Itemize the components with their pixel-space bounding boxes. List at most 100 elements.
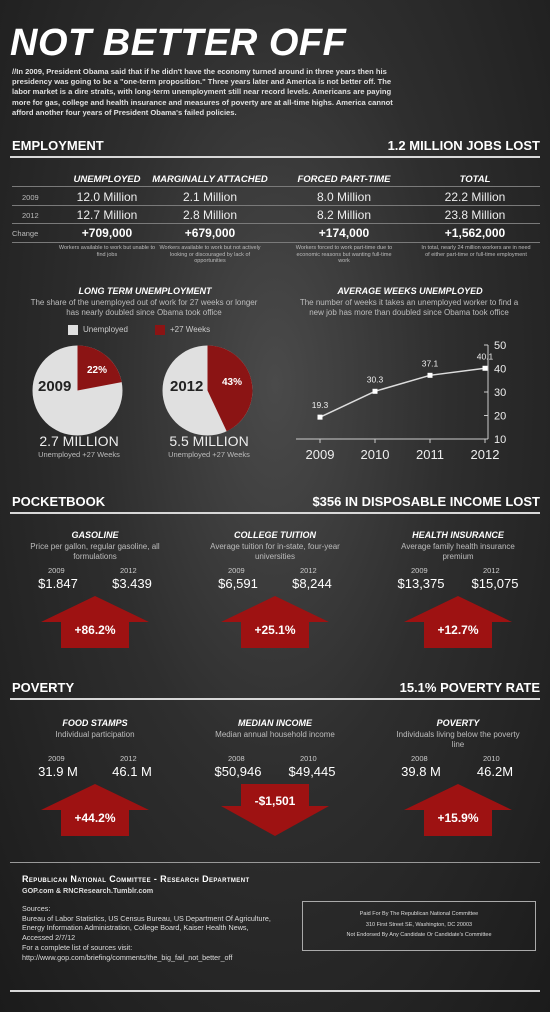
stat-desc: Average tuition for in-state, four-year … [210,542,340,561]
pocketbook-headline: $356 IN DISPOSABLE INCOME LOST [312,494,540,509]
divider [10,698,540,700]
stat-value-2: $3.439 [112,576,152,591]
employment-heading: EMPLOYMENT [12,138,104,153]
stat-year-2: 2010 [300,754,317,763]
col-header-total: TOTAL [459,174,491,185]
y-tick-label: 20 [494,411,506,423]
avg-weeks-line-chart: 10 20 30 40 50 2009 2010 2011 2012 19.3 30.3 37.1 40… [296,340,506,462]
note: Workers forced to work part-time due to … [295,245,393,265]
data-point [372,388,378,394]
legend-swatch-unemployed [68,325,78,335]
up-arrow-icon: +86.2% [41,596,149,648]
note: Workers available to work but not active… [159,245,261,265]
pie-2009-long-slice [77,345,122,391]
stat-title: POVERTY [436,718,480,728]
pie-2009-pct: 22% [87,365,108,376]
stat-year-2: 2012 [120,566,137,575]
stat-value-1: 39.8 M [401,764,441,779]
pie-2012 [162,345,253,436]
paid-for-text: Paid For By The Republican National Comm… [359,911,479,917]
table-cell: 8.2 Million [316,208,372,222]
footer-sources: Bureau of Labor Statistics, US Census Bu… [22,914,271,942]
stat-value-1: $6,591 [218,576,258,591]
intro-text: //In 2009, President Obama said that if … [12,67,393,117]
stat-value-1: $50,946 [214,764,262,779]
address-text: 310 First Street SE, Washington, DC 2000… [365,921,473,928]
stat-title: COLLEGE TUITION [234,530,316,540]
pie-2009 [32,345,123,436]
pie-2009-caption: Unemployed +27 Weeks [38,450,120,459]
col-header-part-time: FORCED PART-TIME [297,174,391,185]
table-rule [12,186,540,187]
long-term-desc: The share of the unemployed out of work … [30,298,258,317]
data-point [427,372,433,378]
pie-2009-year: 2009 [38,378,72,395]
stat-year-1: 2009 [48,754,65,763]
table-rule [12,205,540,206]
y-tick-label: 50 [494,340,506,352]
col-header-marginally: MARGINALLY ATTACHED [152,174,268,185]
stat-year-1: 2009 [228,566,245,575]
data-point [482,365,488,371]
legend-label-long: +27 Weeks [170,325,211,334]
data-point [317,414,323,420]
stat-year-1: 2009 [411,566,428,575]
footer-sites: GOP.com & RNCResearch.Tumblr.com [22,886,154,895]
stat-value-2: $49,445 [288,764,336,779]
stat-value-2: 46.1 M [112,764,152,779]
stat-change: +44.2% [74,811,116,825]
row-label: 2012 [22,211,39,220]
not-endorsed-text: Not Endorsed By Any Candidate Or Candida… [346,932,492,938]
table-cell: +174,000 [318,226,370,240]
table-rule [12,223,540,224]
stat-year-1: 2008 [228,754,245,763]
y-tick-label: 10 [494,434,506,446]
divider [10,512,540,514]
stat-desc: Median annual household income [215,730,335,739]
pocketbook-section-header: POCKETBOOK $356 IN DISPOSABLE INCOME LOS… [12,494,540,512]
table-cell: +1,562,000 [444,226,506,240]
footer-url[interactable]: http://www.gop.com/briefing/comments/the… [22,953,233,962]
stat-change: -$1,501 [254,794,296,808]
data-label: 37.1 [422,358,439,368]
table-cell: 23.8 Million [444,208,506,222]
up-arrow-icon: +44.2% [41,784,149,836]
pie-2012-pct: 43% [222,377,243,388]
avg-weeks-desc: The number of weeks it takes an unemploy… [299,298,519,317]
avg-weeks-title: AVERAGE WEEKS UNEMPLOYED [337,286,483,296]
long-term-title: LONG TERM UNEMPLOYMENT [78,286,212,296]
stat-year-1: 2009 [48,566,65,575]
row-label: Change [12,229,39,238]
x-tick-label: 2012 [471,447,500,462]
footer-org: Republican National Committee - Research… [22,874,250,884]
pie-2012-total: 5.5 MILLION [169,433,249,449]
table-cell: 2.1 Million [182,190,238,204]
divider [10,156,540,158]
stat-value-1: 31.9 M [38,764,78,779]
stat-desc: Price per gallon, regular gasoline, all … [30,542,160,561]
pie-2012-caption: Unemployed +27 Weeks [168,450,250,459]
table-cell: 8.0 Million [316,190,372,204]
stat-title: MEDIAN INCOME [238,718,312,728]
x-tick-label: 2010 [361,447,390,462]
stat-change: +15.9% [437,811,479,825]
col-header-unemployed: UNEMPLOYED [73,174,141,185]
poverty-section-header: POVERTY 15.1% POVERTY RATE [12,680,540,698]
stat-value-1: $1.847 [38,576,78,591]
pocketbook-heading: POCKETBOOK [12,494,106,509]
note: In total, nearly 24 million workers are … [421,245,531,258]
stat-title: GASOLINE [71,530,119,540]
legend-label-unemployed: Unemployed [83,325,128,334]
row-label: 2009 [22,193,39,202]
employment-section-header: EMPLOYMENT 1.2 MILLION JOBS LOST [12,138,540,156]
stat-year-2: 2010 [483,754,500,763]
data-label: 40.1 [477,351,494,361]
paid-for-box: Paid For By The Republican National Comm… [302,901,536,951]
employment-headline: 1.2 MILLION JOBS LOST [387,138,540,153]
stat-year-1: 2008 [411,754,428,763]
down-arrow-icon: -$1,501 [221,784,329,836]
footer-complete-label: For a complete list of sources visit: [22,943,133,952]
stat-year-2: 2012 [483,566,500,575]
y-tick-label: 40 [494,364,506,376]
stat-value-1: $13,375 [397,576,445,591]
